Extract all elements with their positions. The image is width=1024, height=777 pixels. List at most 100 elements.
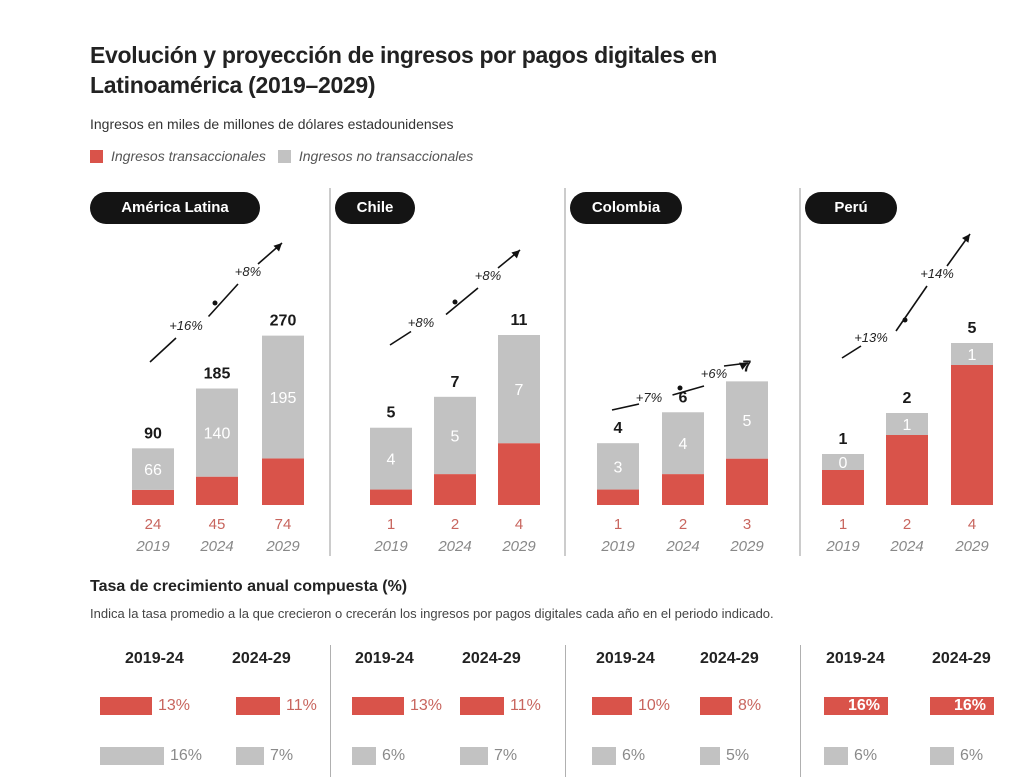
bar-transactional-2024 xyxy=(662,474,704,505)
label-transactional-2024: 45 xyxy=(209,516,226,533)
cagr-period-label: 2024-29 xyxy=(932,650,991,667)
bar-non-transactional-2024 xyxy=(662,412,704,475)
legend-item-non-transactional: Ingresos no transaccionales xyxy=(277,148,474,164)
cagr-value-non-transactional: 6% xyxy=(854,747,878,764)
growth-label-2019-24: +8% xyxy=(408,315,434,330)
bar-transactional-2024 xyxy=(886,435,928,505)
label-year-2019: 2019 xyxy=(825,538,860,555)
label-non-transactional-2024: 4 xyxy=(679,436,688,453)
legend-item-transactional: Ingresos transaccionales xyxy=(90,148,266,164)
label-year-2029: 2029 xyxy=(954,538,989,555)
bar-non-transactional-2019 xyxy=(597,443,639,490)
legend-swatch-transactional xyxy=(90,149,103,163)
panel-title-2: Colombia xyxy=(570,192,682,224)
label-total-2019: 5 xyxy=(387,405,396,422)
label-total-2019: 90 xyxy=(144,425,162,442)
label-non-transactional-2019: 4 xyxy=(387,452,396,469)
growth-arrow-icon xyxy=(511,250,520,259)
cagr-bar-non-transactional xyxy=(700,747,720,765)
label-non-transactional-2024: 1 xyxy=(903,417,912,434)
panel-title-1: Chile xyxy=(335,192,415,224)
bar-non-transactional-2029 xyxy=(951,343,993,365)
label-year-2029: 2029 xyxy=(265,538,300,555)
label-transactional-2019: 1 xyxy=(614,516,622,533)
growth-line-segment xyxy=(149,337,177,363)
growth-line-segment xyxy=(207,283,239,318)
bar-non-transactional-2019 xyxy=(370,427,412,490)
label-total-2024: 2 xyxy=(903,390,912,407)
bar-transactional-2029 xyxy=(951,365,993,505)
growth-midpoint-marker xyxy=(212,300,218,306)
cagr-value-non-transactional: 7% xyxy=(494,747,518,764)
label-total-2019: 1 xyxy=(839,431,848,448)
cagr-value-transactional: 8% xyxy=(738,697,762,714)
label-year-2019: 2019 xyxy=(135,538,170,555)
label-non-transactional-2029: 5 xyxy=(743,413,752,430)
cagr-divider xyxy=(565,645,566,777)
bar-non-transactional-2029 xyxy=(726,381,768,459)
growth-arrow-icon xyxy=(273,243,282,252)
cagr-value-transactional: 13% xyxy=(410,697,443,714)
cagr-period-label: 2019-24 xyxy=(125,650,184,667)
cagr-divider xyxy=(330,645,331,777)
cagr-period-label: 2024-29 xyxy=(700,650,759,667)
growth-line-segment xyxy=(895,285,928,332)
label-non-transactional-2029: 7 xyxy=(515,382,524,399)
label-non-transactional-2029: 195 xyxy=(270,390,297,407)
cagr-bar-non-transactional xyxy=(460,747,488,765)
cagr-value-transactional: 11% xyxy=(510,697,541,714)
label-transactional-2019: 1 xyxy=(387,516,395,533)
cagr-title: Tasa de crecimiento anual compuesta (%) xyxy=(90,578,408,595)
label-non-transactional-2019: 0 xyxy=(839,455,848,472)
growth-midpoint-marker xyxy=(677,385,683,391)
label-transactional-2029: 4 xyxy=(515,516,523,533)
growth-line-segment xyxy=(841,345,862,359)
legend-label-non-transactional: Ingresos no transaccionales xyxy=(298,148,474,164)
legend-swatch-non-transactional xyxy=(277,149,291,163)
legend: Ingresos transaccionales Ingresos no tra… xyxy=(90,148,485,164)
cagr-bar-non-transactional xyxy=(824,747,848,765)
label-transactional-2024: 2 xyxy=(451,516,459,533)
cagr-value-non-transactional: 6% xyxy=(382,747,406,764)
label-total-2029: 7 xyxy=(743,358,752,375)
label-total-2029: 5 xyxy=(968,320,977,337)
label-total-2019: 4 xyxy=(614,420,623,437)
label-year-2024: 2024 xyxy=(437,538,471,555)
cagr-value-non-transactional: 6% xyxy=(622,747,646,764)
growth-label-2024-29: +8% xyxy=(475,268,501,283)
cagr-period-label: 2024-29 xyxy=(232,650,291,667)
bar-non-transactional-2024 xyxy=(886,413,928,435)
cagr-value-transactional: 13% xyxy=(158,697,191,714)
label-total-2024: 7 xyxy=(451,374,460,391)
bar-transactional-2029 xyxy=(498,443,540,505)
bar-transactional-2024 xyxy=(196,476,238,505)
cagr-bar-transactional xyxy=(460,697,504,715)
bar-transactional-2019 xyxy=(132,489,174,505)
label-year-2019: 2019 xyxy=(600,538,635,555)
cagr-value-transactional: 16% xyxy=(848,697,881,714)
label-transactional-2024: 2 xyxy=(903,516,911,533)
cagr-bar-transactional xyxy=(930,697,994,715)
growth-label-2024-29: +8% xyxy=(235,264,261,279)
label-transactional-2024: 2 xyxy=(679,516,687,533)
growth-label-2019-24: +7% xyxy=(636,390,662,405)
label-year-2029: 2029 xyxy=(729,538,764,555)
bar-transactional-2024 xyxy=(434,474,476,505)
growth-label-2019-24: +13% xyxy=(854,330,888,345)
label-non-transactional-2019: 66 xyxy=(144,462,162,479)
growth-midpoint-marker xyxy=(902,317,908,323)
cagr-period-label: 2024-29 xyxy=(462,650,521,667)
growth-arrow-icon xyxy=(962,234,970,243)
label-total-2024: 6 xyxy=(679,389,688,406)
label-total-2029: 270 xyxy=(270,313,297,330)
label-year-2029: 2029 xyxy=(501,538,536,555)
label-total-2029: 11 xyxy=(511,312,528,329)
label-year-2024: 2024 xyxy=(889,538,923,555)
bar-non-transactional-2029 xyxy=(262,335,304,459)
label-transactional-2029: 3 xyxy=(743,516,751,533)
bar-non-transactional-2019 xyxy=(822,454,864,470)
bar-transactional-2029 xyxy=(726,458,768,505)
growth-midpoint-marker xyxy=(452,299,458,305)
bar-non-transactional-2024 xyxy=(434,396,476,475)
cagr-value-non-transactional: 16% xyxy=(170,747,203,764)
